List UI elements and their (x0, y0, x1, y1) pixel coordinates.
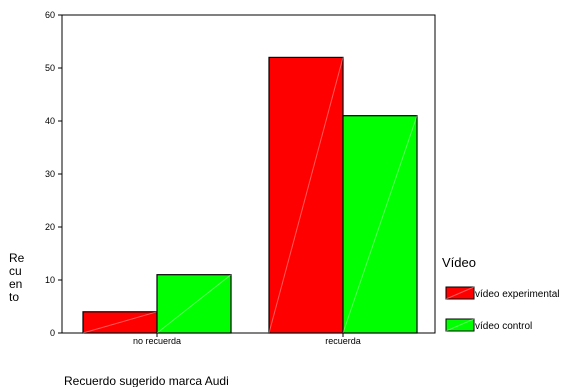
legend-title: Vídeo (442, 255, 476, 270)
x-tick-label: recuerda (325, 336, 361, 346)
bar-hatch-line (268, 57, 344, 334)
bar-hatch-line (156, 274, 232, 334)
bar-control-0 (156, 274, 232, 334)
y-tick-label: 60 (45, 10, 55, 20)
x-tick-label: no recuerda (133, 336, 181, 346)
legend-swatch (445, 318, 475, 332)
y-tick-label: 40 (45, 116, 55, 126)
y-axis-title-line: cu (9, 264, 22, 278)
y-tick-label: 0 (50, 328, 55, 338)
legend-label: vídeo control (475, 321, 532, 332)
x-axis-title: Recuerdo sugerido marca Audi (64, 374, 229, 387)
bar-control-1 (342, 115, 418, 334)
y-axis-title-line: to (9, 290, 19, 304)
legend: Vídeo vídeo experimental vídeo control (442, 255, 560, 332)
legend-swatch-hatch (445, 318, 475, 332)
bar-hatch-line (82, 311, 158, 334)
y-tick-label: 10 (45, 275, 55, 285)
y-axis-title-line: en (9, 277, 22, 291)
legend-label: vídeo experimental (475, 289, 560, 300)
y-tick-label: 20 (45, 222, 55, 232)
legend-swatch (445, 286, 475, 300)
y-axis-title-line: Re (9, 251, 25, 265)
y-tick-label: 30 (45, 169, 55, 179)
y-tick-label: 50 (45, 63, 55, 73)
bar-experimental-1 (268, 56, 344, 334)
bar-hatch-line (342, 115, 418, 334)
legend-swatch-hatch (445, 286, 475, 300)
